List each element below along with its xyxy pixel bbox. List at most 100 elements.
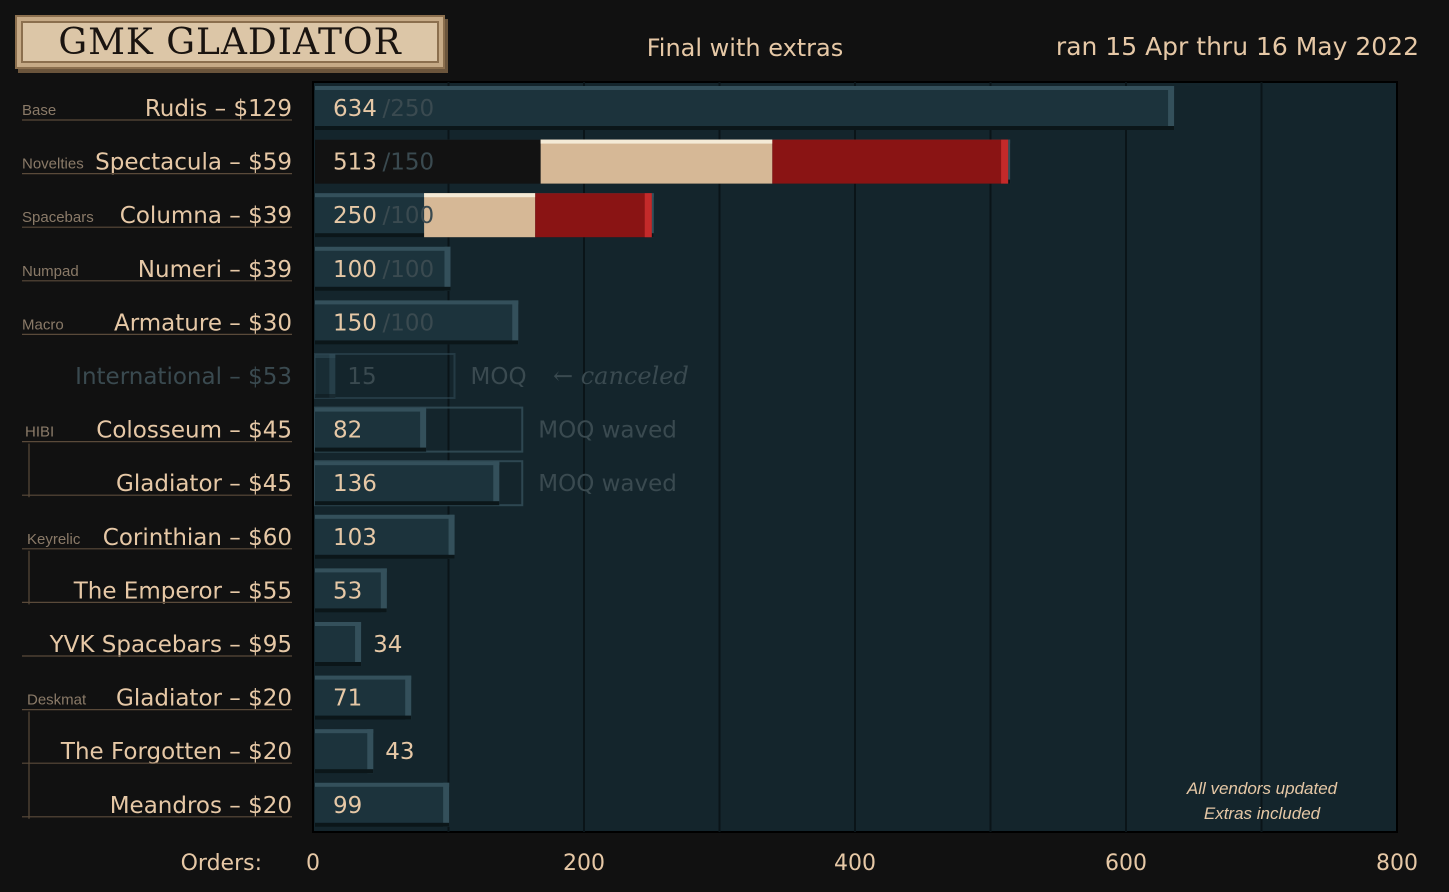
group-label: Base <box>22 102 56 119</box>
extras-red-segment <box>535 193 652 238</box>
bar-edge-right <box>512 300 519 345</box>
chart-title: GMK GLADIATOR <box>58 21 402 63</box>
bar-value-label: 634 <box>333 96 377 122</box>
bar-value-label: 43 <box>385 739 414 765</box>
extras-beige-segment <box>540 139 773 184</box>
group-label: HIBI <box>25 424 54 441</box>
bar-edge-top <box>315 86 1175 90</box>
x-axis-label: Orders: <box>181 851 262 876</box>
bar-edge-top <box>315 568 387 573</box>
bar-value-label: 136 <box>333 471 377 497</box>
bar-edge-bottom <box>315 662 362 666</box>
bar-edge-bottom <box>315 554 455 559</box>
category-label: Spectacula – $59 <box>95 150 292 176</box>
bar-edge-bottom <box>315 501 500 506</box>
bar-edge-bottom <box>315 608 387 613</box>
bar-edge-right <box>380 568 387 613</box>
bar-edge-bottom <box>315 126 1175 130</box>
bar <box>315 568 387 613</box>
category-label: Armature – $30 <box>114 310 292 336</box>
extras-beige-highlight <box>424 193 536 198</box>
x-tick-label: 600 <box>1105 851 1147 876</box>
bar-edge-top <box>315 675 412 680</box>
bar <box>315 300 519 345</box>
bar <box>315 86 1175 130</box>
bar <box>315 729 374 774</box>
title-plaque: GMK GLADIATOR <box>15 15 445 69</box>
canceled-note: ← canceled <box>553 362 689 390</box>
bar-edge-top <box>315 407 427 412</box>
bar-edge-bottom <box>315 286 451 291</box>
extras-red-edge <box>1001 139 1009 184</box>
bar-edge-right <box>448 514 455 559</box>
bar-value-label: 34 <box>373 632 402 658</box>
moq-label: /150 <box>383 150 435 176</box>
bar-value-label: 150 <box>333 310 377 336</box>
bar-edge-top <box>315 354 336 358</box>
bar-value-label: 103 <box>333 525 377 551</box>
bar <box>315 407 427 452</box>
bar-edge-top <box>315 729 374 734</box>
category-label: Numeri – $39 <box>138 257 292 283</box>
bar-edge-right <box>405 675 412 720</box>
x-tick-label: 400 <box>834 851 876 876</box>
category-label: Gladiator – $20 <box>116 686 292 712</box>
extras-red-segment <box>772 139 1009 184</box>
bar-edge-top <box>315 300 519 305</box>
extras-red-edge <box>644 193 652 238</box>
category-label: Gladiator – $45 <box>116 471 292 497</box>
extras-beige-highlight <box>540 139 773 144</box>
bar-edge-top <box>315 461 500 466</box>
group-label: Deskmat <box>27 692 87 709</box>
x-tick-label: 200 <box>563 851 605 876</box>
bar <box>315 246 451 291</box>
bar-value-label: 82 <box>333 418 362 444</box>
x-tick-label: 800 <box>1376 851 1418 876</box>
bar-dark-segment <box>315 139 543 184</box>
extras-beige-segment <box>424 193 536 238</box>
bar <box>315 461 500 506</box>
bar <box>315 622 362 666</box>
x-tick-label: 0 <box>306 851 320 876</box>
bar-edge-top <box>315 622 362 626</box>
bar-edge-right <box>443 782 450 827</box>
bar-edge-bottom <box>315 447 427 452</box>
group-label: Spacebars <box>22 209 94 226</box>
bar-edge-bottom <box>315 394 336 398</box>
annotation-line: All vendors updated <box>1186 779 1338 798</box>
moq-label: /250 <box>383 96 435 122</box>
category-label: International – $53 <box>75 364 292 390</box>
moq-label: MOQ waved <box>538 471 677 497</box>
bar <box>315 514 455 559</box>
category-label: The Emperor – $55 <box>73 578 292 604</box>
bar-edge-top <box>315 514 455 519</box>
bar-edge-right <box>420 407 427 452</box>
bar-edge-right <box>444 246 451 291</box>
bar-edge-bottom <box>315 715 412 720</box>
bar-value-label: 513 <box>333 150 377 176</box>
bar-edge-right <box>355 622 362 666</box>
moq-label: /100 <box>383 203 435 229</box>
bar-value-label: 71 <box>333 686 362 712</box>
category-label: Corinthian – $60 <box>103 525 292 551</box>
group-label: Keyrelic <box>27 531 81 548</box>
category-label: Colosseum – $45 <box>96 418 292 444</box>
bar-edge-top <box>315 782 450 787</box>
bar-edge-right <box>1168 86 1175 130</box>
category-label: YVK Spacebars – $95 <box>49 632 292 658</box>
category-label: Columna – $39 <box>120 203 292 229</box>
bar-edge-top <box>315 246 451 251</box>
bar <box>315 675 412 720</box>
bar-edge-right <box>367 729 374 774</box>
annotation-line: Extras included <box>1204 804 1321 823</box>
bar-value-label: 100 <box>333 257 377 283</box>
group-label: Numpad <box>22 263 79 280</box>
bar-value-label: 99 <box>333 793 362 819</box>
moq-label: /100 <box>383 310 435 336</box>
bar-value-label: 15 <box>347 364 376 390</box>
chart-subtitle: Final with extras <box>646 34 844 62</box>
bar-edge-right <box>329 354 336 398</box>
moq-label: MOQ <box>471 364 527 390</box>
bar-edge-bottom <box>315 769 374 774</box>
